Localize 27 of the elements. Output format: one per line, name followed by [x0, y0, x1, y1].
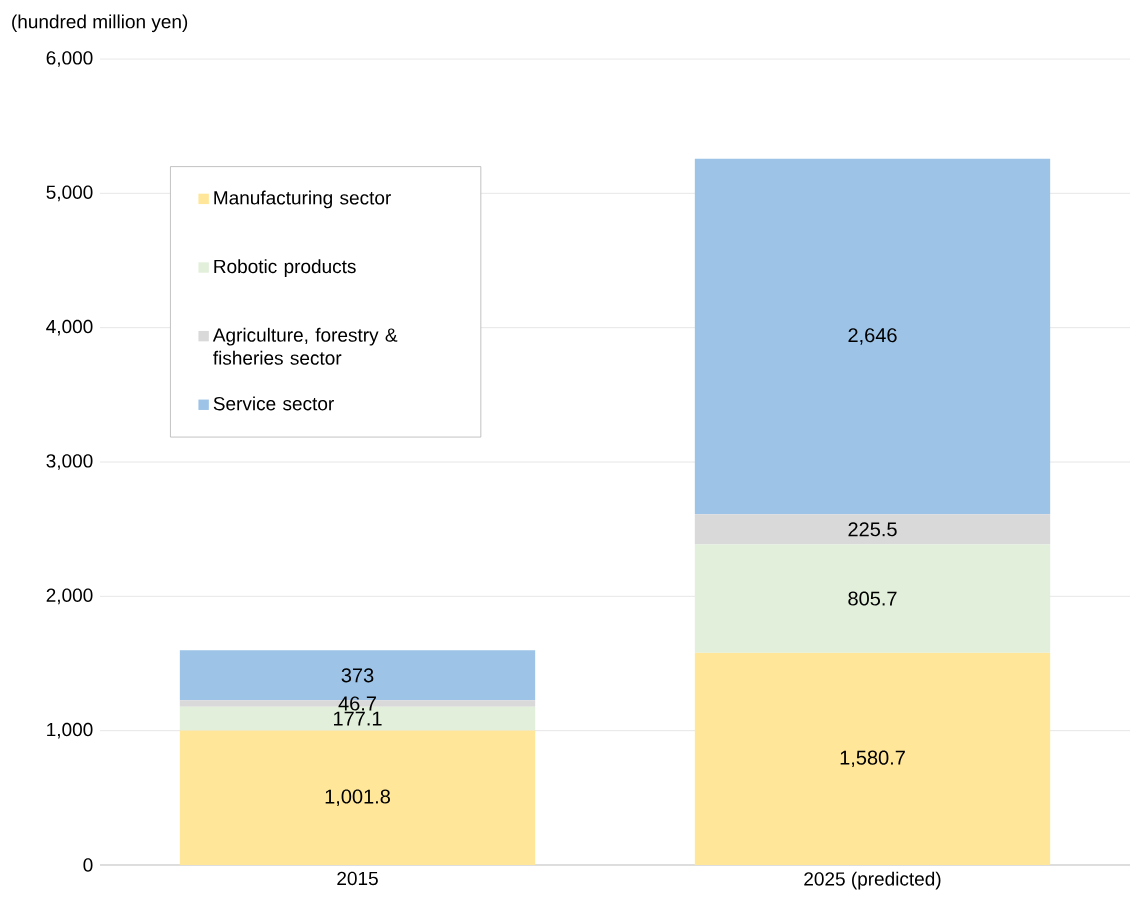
data-label: 225.5	[848, 522, 897, 537]
x-tick-label: 2015	[337, 871, 378, 886]
y-tick-label: 4,000	[46, 319, 93, 336]
data-label: 46.7	[338, 696, 376, 711]
bar	[694, 158, 1051, 515]
data-label: 1,001.8	[325, 789, 390, 806]
data-label: 805.7	[848, 591, 897, 606]
data-label: 1,580.7	[840, 750, 905, 768]
bar	[179, 730, 536, 865]
y-tick-label: 0	[83, 858, 93, 872]
bar	[694, 544, 1051, 653]
y-tick-label: 2,000	[46, 588, 93, 605]
legend-label: Manufacturing sector	[214, 190, 391, 209]
legend-label: Service sector	[213, 396, 334, 411]
legend-label: Robotic products	[214, 259, 356, 277]
bar	[694, 514, 1051, 545]
x-tick-label: 2025 (predicted)	[804, 871, 941, 890]
data-label: 177.1	[334, 711, 382, 726]
y-tick-label: 6,000	[46, 51, 93, 67]
y-tick-label: 1,000	[47, 722, 93, 739]
data-label: 373	[341, 668, 374, 683]
y-axis-title: (hundred million yen)	[12, 14, 188, 33]
y-tick-label: 5,000	[46, 185, 93, 202]
data-label: 2,646	[848, 328, 897, 345]
y-tick-label: 3,000	[46, 454, 93, 470]
legend-label: Agriculture, forestry & fisheries sector	[212, 327, 398, 365]
bar	[694, 652, 1051, 865]
